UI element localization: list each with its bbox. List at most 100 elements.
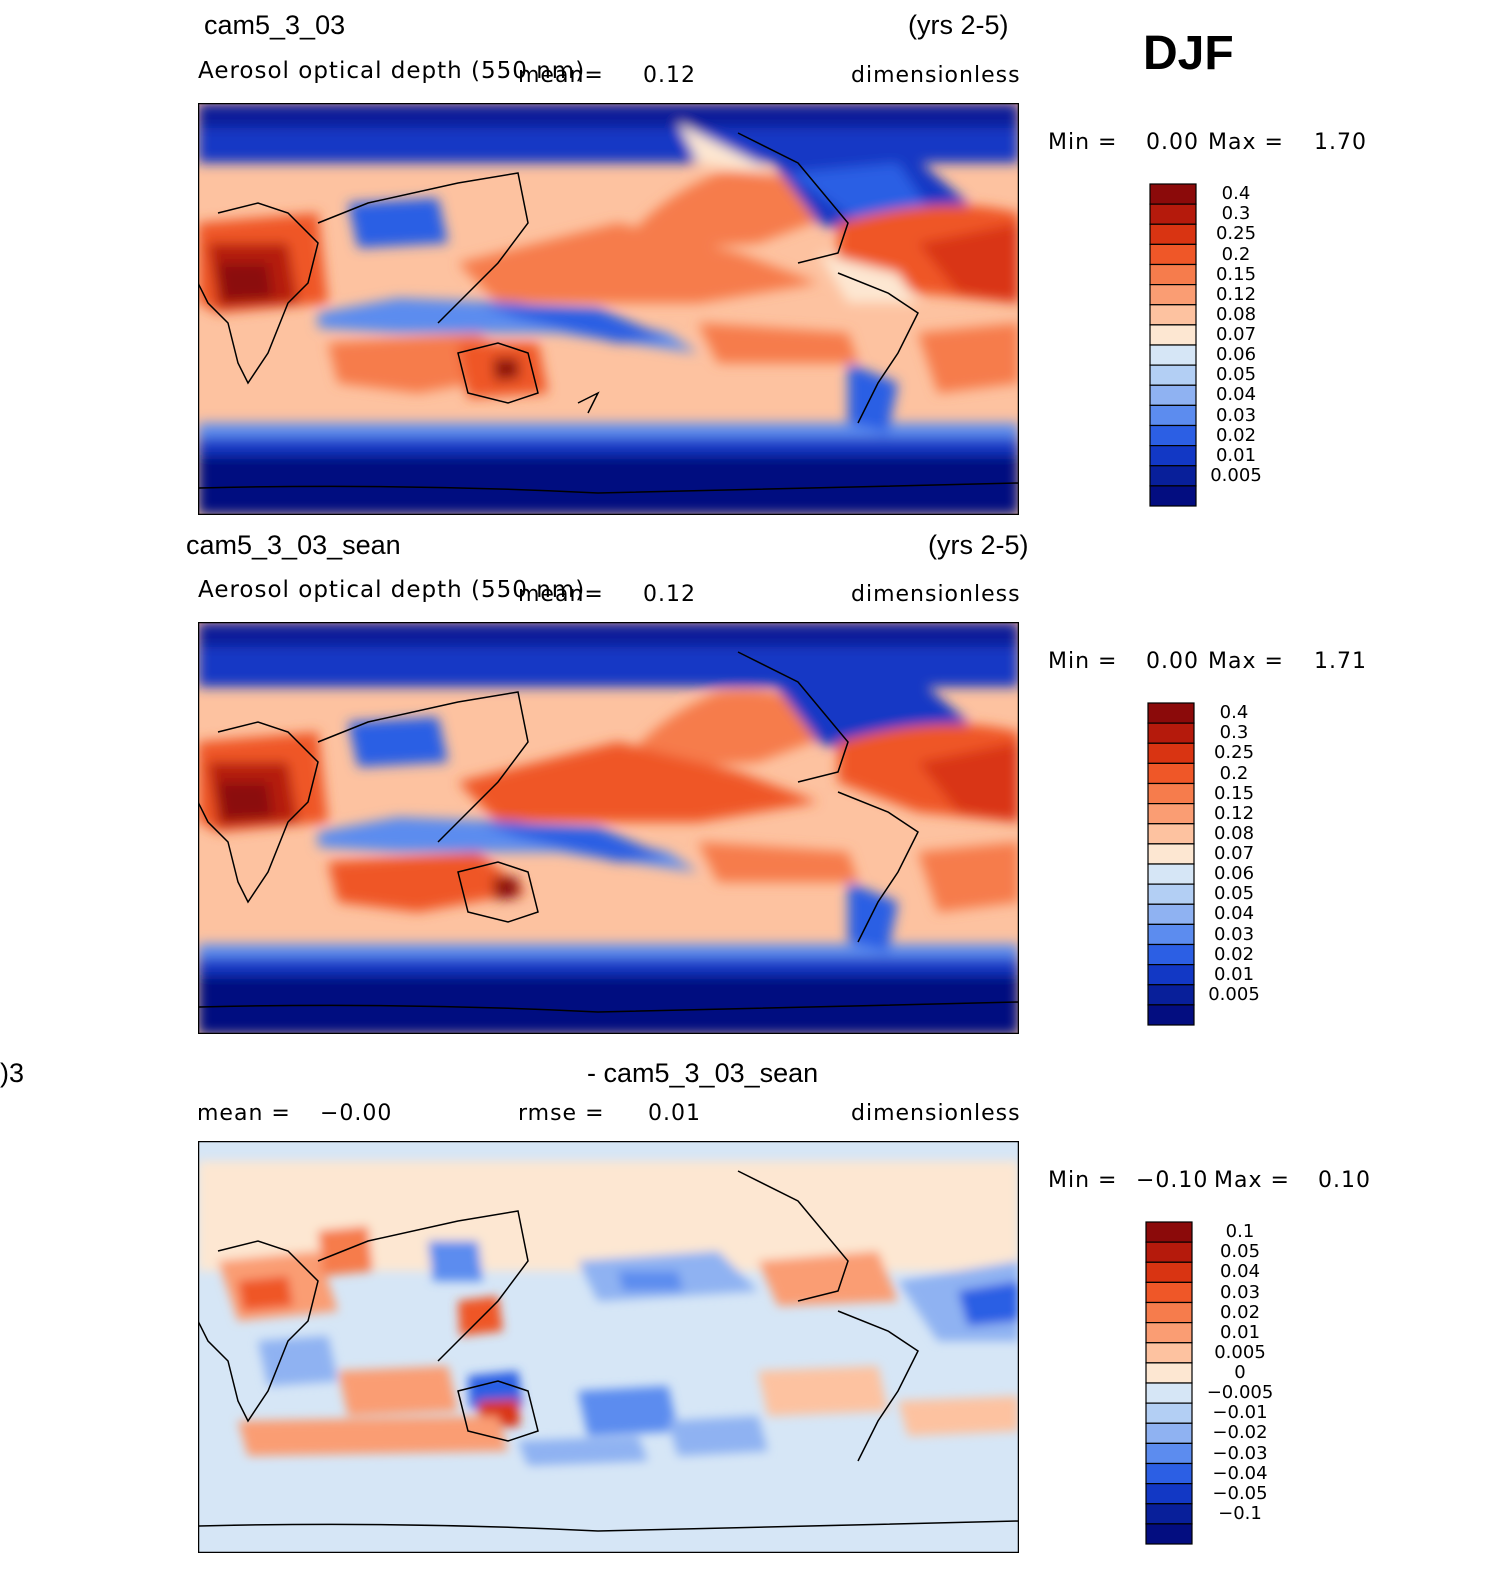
colorbar-tick-label: −0.02 (1212, 1422, 1268, 1444)
colorbar-tick-label: 0.04 (1213, 903, 1255, 925)
colorbar-tick-label: 0.07 (1213, 843, 1255, 864)
colorbar-box (1147, 1004, 1195, 1026)
panel-1-map (198, 103, 1019, 515)
colorbar-box (1145, 1503, 1193, 1525)
colorbar-box (1147, 923, 1195, 946)
colorbar-box (1145, 1483, 1193, 1505)
panel-3-rmse-label: rmse = (518, 1101, 605, 1126)
colorbar-tick-label: 0.12 (1215, 283, 1257, 305)
colorbar-box (1145, 1362, 1193, 1384)
colorbar-tick-label: 0.25 (1215, 223, 1257, 245)
colorbar-tick-label: 0.06 (1213, 863, 1255, 885)
colorbar-tick-label: 0.15 (1213, 782, 1255, 804)
colorbar-tick-label: 0.1 (1225, 1221, 1255, 1243)
panel-2-colorbar (1147, 702, 1195, 1026)
panel-1-mean-value: 0.12 (643, 63, 696, 88)
colorbar-box (1149, 223, 1197, 245)
panel-2-field-name: Aerosol optical depth (550 nm) (198, 577, 586, 603)
colorbar-box (1149, 203, 1197, 225)
colorbar-tick-label: 0.04 (1215, 384, 1257, 406)
colorbar-box (1149, 183, 1197, 205)
panel-3-max-label: Max = (1214, 1168, 1290, 1193)
panel-1-mean-label: mean= (518, 63, 604, 88)
colorbar-tick-label: 0.01 (1219, 1321, 1261, 1343)
colorbar-tick-label: 0.2 (1219, 762, 1249, 784)
colorbar-box (1149, 344, 1197, 366)
colorbar-box (1145, 1301, 1193, 1324)
panel-1-field-name: Aerosol optical depth (550 nm) (198, 58, 586, 84)
colorbar-tick-label: 0.4 (1221, 183, 1251, 205)
colorbar-tick-label: −0.005 (1206, 1382, 1274, 1404)
colorbar-tick-label: 0.02 (1213, 943, 1255, 965)
panel-3-colorbar (1145, 1221, 1193, 1545)
colorbar-tick-label: 0.05 (1215, 364, 1257, 386)
colorbar-tick-label: 0.3 (1221, 203, 1251, 225)
colorbar-box (1147, 903, 1195, 925)
panel-1-colorbar (1149, 183, 1197, 507)
colorbar-box (1147, 943, 1195, 966)
colorbar-box (1149, 485, 1197, 507)
panel-1-units: dimensionless (851, 63, 1021, 88)
panel-2-units: dimensionless (851, 582, 1021, 607)
colorbar-tick-label: 0.005 (1210, 464, 1262, 486)
panel-3-max-value: 0.10 (1318, 1168, 1371, 1193)
colorbar-tick-label: 0.07 (1215, 324, 1257, 345)
panel-3-mean-label: mean = (197, 1101, 291, 1126)
panel-3-units: dimensionless (851, 1101, 1021, 1126)
colorbar-box (1145, 1221, 1193, 1243)
colorbar-tick-label: 0.08 (1213, 822, 1255, 844)
colorbar-box (1147, 722, 1195, 744)
colorbar-box (1147, 803, 1195, 825)
panel-2-max-value: 1.71 (1314, 649, 1367, 674)
colorbar-box (1147, 782, 1195, 805)
colorbar-box (1149, 243, 1197, 266)
colorbar-box (1147, 762, 1195, 785)
colorbar-box (1149, 465, 1197, 487)
panel-2-min-label: Min = (1048, 649, 1118, 674)
colorbar-tick-label: 0.04 (1219, 1261, 1261, 1283)
panel-2-years: (yrs 2-5) (928, 530, 1029, 560)
panel-1-case-name: cam5_3_03 (204, 10, 346, 40)
colorbar-box (1145, 1442, 1193, 1465)
colorbar-tick-label: −0.05 (1212, 1482, 1268, 1504)
colorbar-box (1145, 1523, 1193, 1545)
colorbar-tick-label: 0.03 (1213, 923, 1255, 945)
season-title: DJF (1143, 27, 1234, 80)
colorbar-box (1149, 304, 1197, 326)
colorbar-tick-label: −0.04 (1212, 1462, 1268, 1484)
colorbar-box (1145, 1462, 1193, 1485)
colorbar-box (1149, 445, 1197, 467)
colorbar-tick-label: 0.02 (1215, 424, 1257, 446)
panel-2-max-label: Max = (1208, 649, 1284, 674)
colorbar-box (1145, 1382, 1193, 1404)
colorbar-tick-label: −0.03 (1212, 1442, 1268, 1464)
panel-1-max-value: 1.70 (1314, 130, 1367, 155)
colorbar-box (1145, 1281, 1193, 1304)
panel-3-rmse-value: 0.01 (648, 1101, 701, 1126)
colorbar-tick-label: 0.05 (1213, 883, 1255, 905)
panel-3-min-label: Min = (1048, 1168, 1118, 1193)
colorbar-box (1147, 823, 1195, 845)
colorbar-tick-label: 0.3 (1219, 722, 1249, 744)
colorbar-box (1145, 1342, 1193, 1364)
colorbar-box (1149, 284, 1197, 306)
panel-3-case-left: )3 (0, 1058, 25, 1088)
panel-3-min-value: −0.10 (1136, 1168, 1209, 1193)
colorbar-tick-label: 0.15 (1215, 263, 1257, 285)
colorbar-box (1147, 964, 1195, 986)
colorbar-box (1149, 424, 1197, 447)
colorbar-box (1145, 1261, 1193, 1283)
colorbar-tick-label: 0.12 (1213, 802, 1255, 824)
panel-2-case-name: cam5_3_03_sean (186, 530, 401, 560)
panel-1-years: (yrs 2-5) (908, 10, 1009, 40)
colorbar-box (1145, 1322, 1193, 1344)
colorbar-tick-label: 0 (1234, 1362, 1246, 1383)
colorbar-box (1149, 263, 1197, 286)
colorbar-box (1145, 1241, 1193, 1263)
colorbar-box (1149, 384, 1197, 406)
colorbar-tick-label: 0.06 (1215, 344, 1257, 366)
panel-3-case-name: - cam5_3_03_sean (587, 1058, 819, 1088)
colorbar-tick-label: 0.005 (1208, 983, 1260, 1005)
colorbar-box (1149, 404, 1197, 427)
colorbar-box (1147, 742, 1195, 764)
